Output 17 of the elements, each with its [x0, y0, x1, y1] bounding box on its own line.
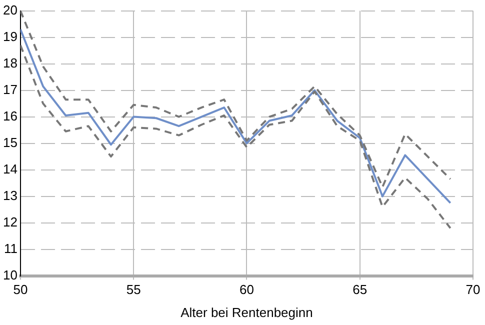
y-tick-label: 18 — [2, 55, 18, 70]
y-tick-label: 16 — [2, 108, 18, 124]
y-tick-label: 11 — [4, 240, 18, 256]
x-axis-title: Alter bei Rentenbeginn — [180, 304, 313, 320]
y-tick-label: 17 — [2, 82, 18, 97]
x-tick-label: 70 — [466, 282, 480, 298]
x-tick-label: 60 — [239, 282, 254, 298]
x-tick-label: 65 — [352, 282, 368, 298]
y-tick-label: 19 — [2, 28, 18, 44]
y-tick-label: 15 — [2, 134, 18, 150]
y-tick-label: 20 — [2, 2, 18, 18]
y-tick-label: 12 — [2, 214, 18, 230]
y-tick-label: 10 — [2, 267, 18, 282]
x-tick-label: 55 — [126, 282, 141, 298]
y-tick-label: 13 — [2, 188, 18, 203]
y-tick-label: 14 — [2, 161, 18, 176]
x-tick-label: 50 — [13, 282, 28, 298]
